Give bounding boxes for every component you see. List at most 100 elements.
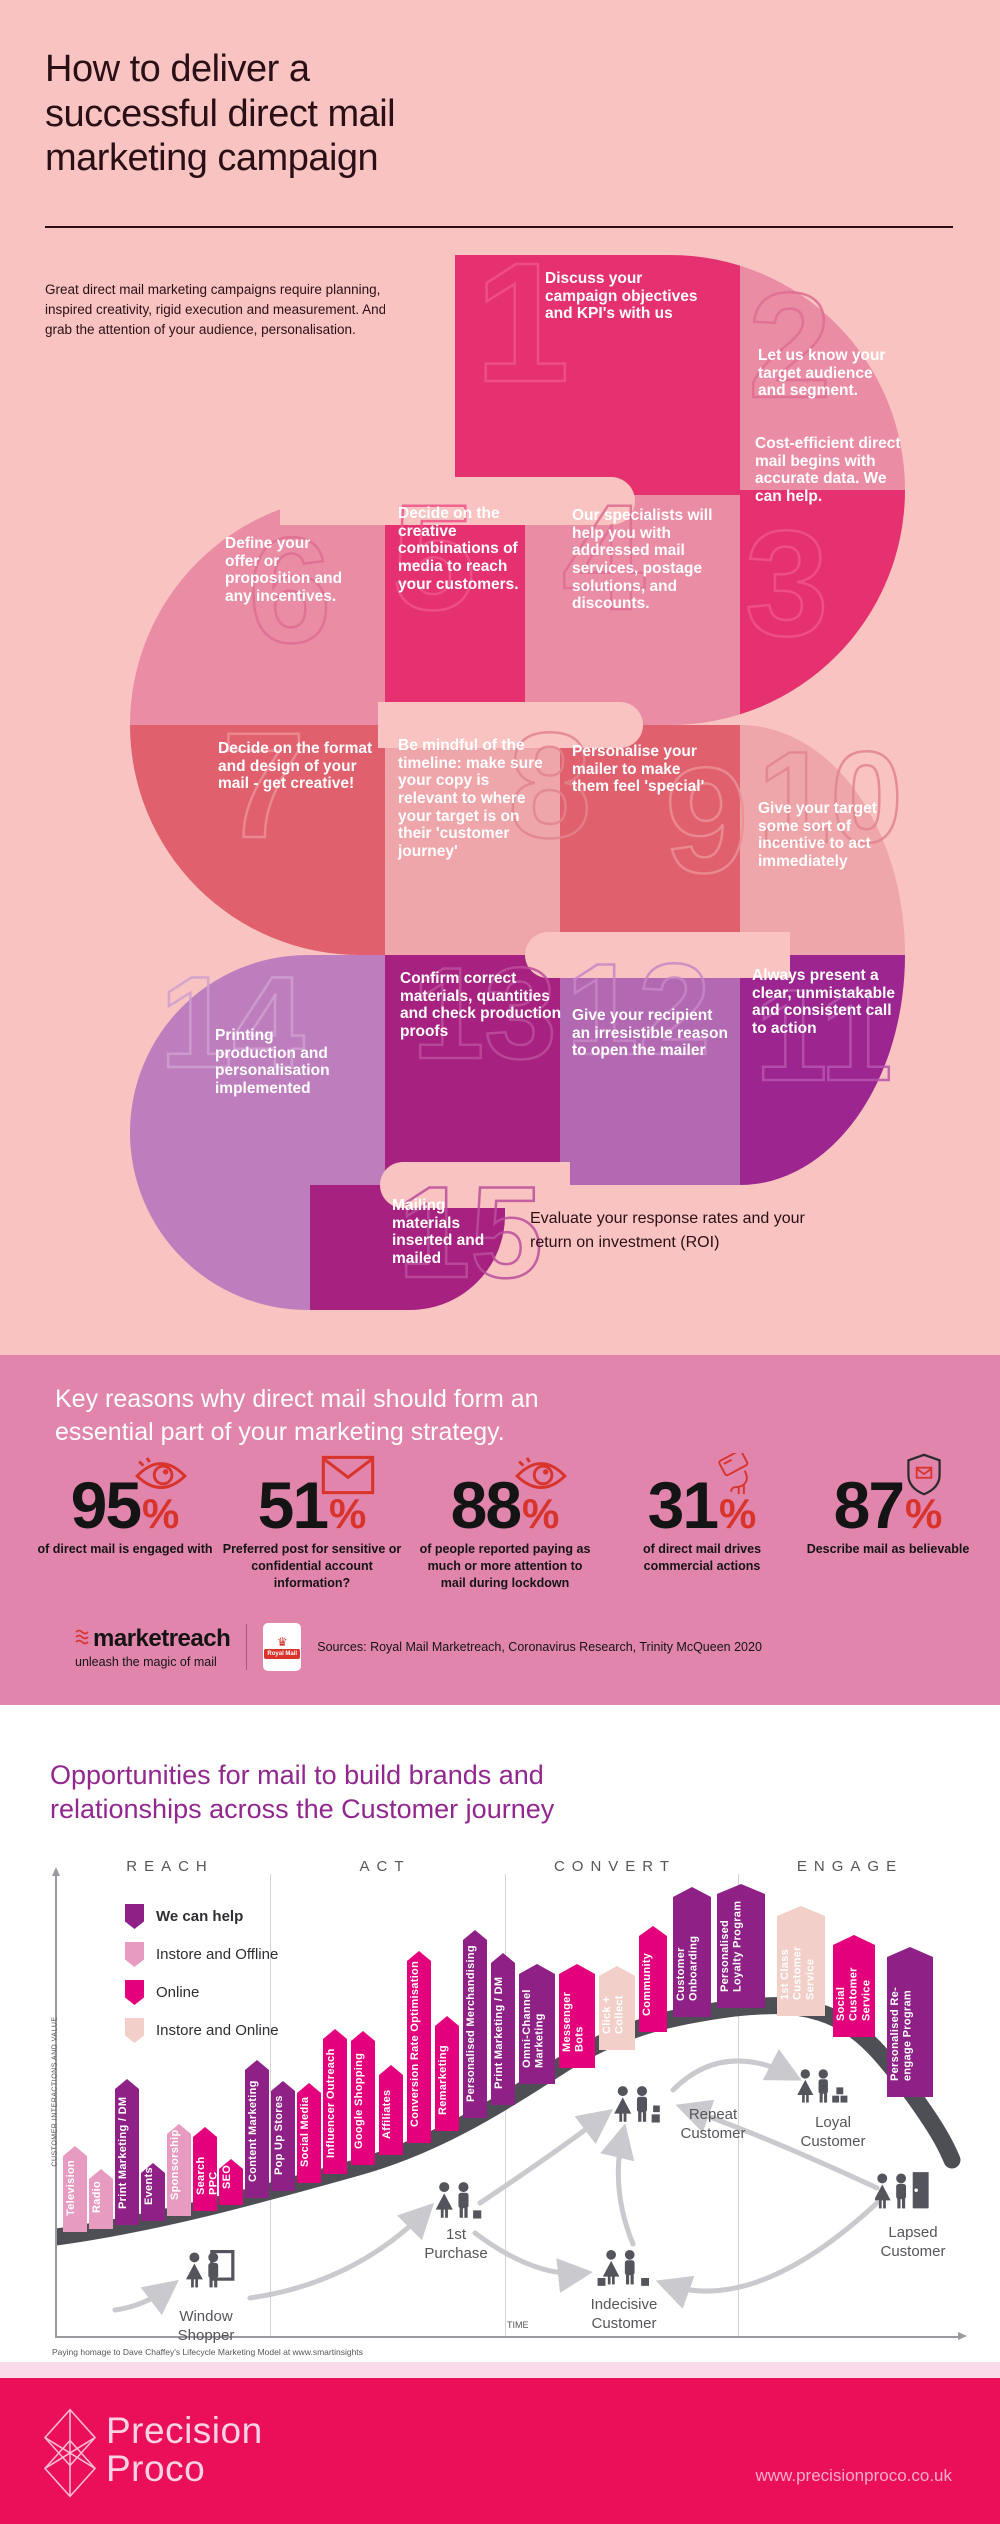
marketreach-waves-icon	[75, 1628, 90, 1650]
stat-caption: Preferred post for sensitive or confiden…	[222, 1542, 402, 1590]
flow-step-12-text: Give your recipient an irresistible reas…	[572, 1007, 728, 1060]
eye-icon	[514, 1453, 568, 1497]
stat-figure: 88 %	[415, 1453, 595, 1538]
evaluate-note: Evaluate your response rates and your re…	[530, 1210, 805, 1251]
key-reasons-section: Key reasons why direct mail should form …	[0, 1355, 1000, 1705]
customer-journey-chart: REACH ACT CONVERT ENGAGE We can help Instor…	[52, 1858, 970, 2345]
stat-figure: 51 %	[222, 1453, 402, 1538]
flow-notch	[378, 702, 643, 748]
flow-step-10-block	[740, 725, 905, 955]
flow-step-3-number: 3	[744, 499, 830, 667]
stat-value: 31	[647, 1467, 719, 1542]
royal-mail-label: Royal Mail	[264, 1648, 301, 1659]
x-axis-arrow-icon	[958, 2332, 967, 2340]
marketreach-logo: marketreach unleash the magic of mail	[75, 1625, 231, 1669]
page-title: How to deliver a successful direct mail …	[45, 48, 396, 180]
footer: Precision Proco www.precisionproco.co.uk	[0, 2378, 1000, 2524]
flow-step-13-block	[385, 955, 560, 1185]
phase-label: CONVERT	[553, 1858, 677, 1875]
flow-step-10-text: Give your target some sort of incentive …	[758, 800, 877, 870]
flow-step-4-text: Our specialists will help you with addre…	[572, 507, 713, 613]
envelope-icon	[321, 1453, 375, 1497]
flow-step-4-number: 4	[561, 473, 647, 641]
phase-label: REACH	[126, 1858, 214, 1875]
phase-label: ENGAGE	[796, 1858, 904, 1875]
royal-mail-logo: ♛ Royal Mail	[263, 1623, 302, 1671]
flow-step-7-number: 7	[221, 701, 307, 869]
flow-step-10-number: 10	[757, 724, 904, 870]
flow-step-8-text: Be mindful of the timeline: make sure yo…	[398, 737, 543, 860]
legend-swatch-icon	[125, 1980, 144, 2005]
loyal-icon	[797, 2066, 855, 2106]
stat-percent-sign: %	[142, 1490, 180, 1538]
footer-url-link[interactable]: www.precisionproco.co.uk	[755, 2466, 952, 2485]
legend-item: Online	[125, 1980, 279, 2005]
flow-step-1-text: Discuss your campaign objectives and KPI…	[545, 270, 698, 323]
figure-label: 1st Purchase	[424, 2226, 488, 2262]
flow-step-1-number: 1	[474, 255, 571, 418]
flow-step-15-text: Mailing materials inserted and mailed	[392, 1197, 485, 1267]
first-purchase-icon	[433, 2180, 491, 2220]
flow-step-5-text: Decide on the creative combinations of m…	[398, 505, 519, 593]
figure-label: Indecisive Customer	[590, 2296, 658, 2332]
flow-notch	[525, 932, 790, 978]
stats-row: 95 % of direct mail is engaged with 51 %…	[0, 1450, 1000, 1605]
stat-percent-sign: %	[522, 1490, 560, 1538]
flow-step-5-number: 5	[391, 473, 477, 641]
figure-label: Lapsed Customer	[880, 2224, 946, 2260]
stat: 51 % Preferred post for sensitive or con…	[222, 1455, 402, 1592]
flow-step-7-block	[130, 725, 385, 955]
flow-step-11-text: Always present a clear, unmistakable and…	[752, 967, 896, 1037]
footer-brand-name: Precision Proco	[106, 2410, 263, 2490]
flow-step-5-block	[385, 495, 525, 725]
window-shopper-icon	[177, 2249, 235, 2290]
flow-step-9-number: 9	[664, 736, 750, 904]
shield-mail-icon	[897, 1453, 951, 1497]
flow-step-6-text: Define your offer or proposition and any…	[225, 535, 343, 605]
logo-divider	[246, 1624, 248, 1670]
flow-step-2-number: 2	[747, 261, 833, 429]
repeat-icon	[613, 2084, 671, 2124]
stat-percent-sign: %	[719, 1490, 757, 1538]
time-axis-label: TIME	[507, 2320, 529, 2330]
flow-step-6-block	[130, 495, 385, 725]
stat-figure: 95 %	[35, 1455, 215, 1538]
flow-step-9-block	[560, 725, 740, 955]
phase-divider	[738, 1874, 739, 2338]
legend-label: We can help	[156, 1908, 244, 1925]
title-divider	[45, 226, 953, 228]
legend-label: Instore and Online	[156, 2022, 279, 2039]
key-reasons-heading: Key reasons why direct mail should form …	[55, 1385, 539, 1446]
legend-item: We can help	[125, 1904, 279, 1929]
flow-step-2-block	[740, 255, 905, 490]
flow-step-14-number: 14	[159, 949, 306, 1095]
flow-step-6-number: 6	[247, 506, 333, 674]
figure-label: Window Shopper	[177, 2308, 235, 2344]
marketreach-tagline: unleash the magic of mail	[75, 1655, 217, 1669]
stat-percent-sign: %	[905, 1490, 943, 1538]
lapsed-icon	[873, 2171, 933, 2211]
sources-text: Sources: Royal Mail Marketreach, Coronav…	[317, 1640, 762, 1654]
flow-left-arc-1	[130, 495, 385, 955]
flow-step-11-number: 11	[754, 962, 894, 1108]
footer-accent-strip	[0, 2362, 1000, 2378]
figure-label: Loyal Customer	[800, 2114, 866, 2150]
flow-step-12-block	[560, 955, 740, 1185]
precision-proco-logo-icon	[43, 2408, 97, 2498]
flow-notch	[380, 1162, 570, 1208]
legend-label: Instore and Offline	[156, 1946, 279, 1963]
hand-card-icon	[711, 1450, 765, 1497]
stat-percent-sign: %	[329, 1490, 367, 1538]
flow-step-7-text: Decide on the format and design of your …	[218, 740, 373, 793]
stat-caption: of people reported paying as much or mor…	[419, 1542, 591, 1590]
legend-item: Instore and Online	[125, 2018, 279, 2043]
flow-step-3-block	[740, 490, 905, 725]
legend-label: Online	[156, 1984, 200, 2001]
flow-top-horseshoe	[385, 255, 905, 725]
phase-label: ACT	[359, 1858, 411, 1875]
crown-icon: ♛	[276, 1634, 288, 1649]
flow-right-arc-2	[740, 725, 905, 1185]
top-section: How to deliver a successful direct mail …	[0, 0, 1000, 1355]
stat-figure: 31 %	[612, 1450, 792, 1542]
attribution-row: marketreach unleash the magic of mail ♛ …	[75, 1623, 762, 1671]
